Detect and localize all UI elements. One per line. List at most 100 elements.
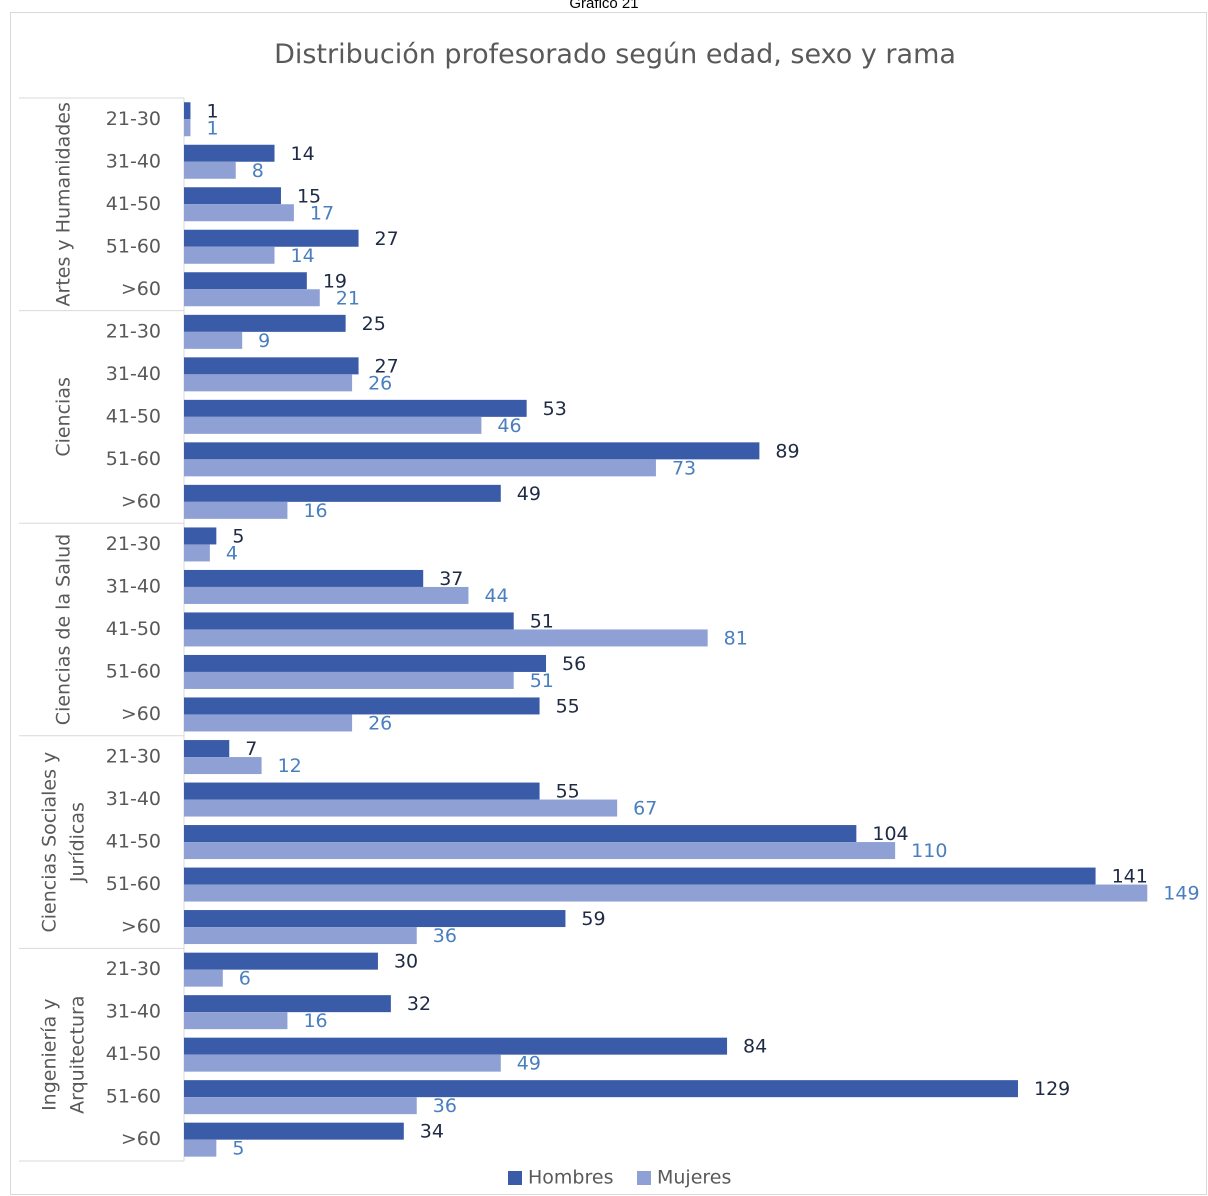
data-label-mujeres: 8: [252, 160, 264, 182]
category-label: 21-30: [106, 320, 161, 342]
bar-mujeres: [184, 1097, 417, 1115]
data-label-mujeres: 4: [226, 542, 238, 564]
data-label-hombres: 32: [407, 993, 431, 1015]
category-label: 31-40: [106, 150, 161, 172]
data-label-mujeres: 36: [433, 1095, 457, 1117]
bar-hombres: [184, 1080, 1018, 1098]
category-label: 51-60: [106, 235, 161, 257]
bar-mujeres: [184, 459, 656, 477]
bar-hombres: [184, 782, 540, 800]
bar-hombres: [184, 1122, 404, 1140]
data-label-hombres: 141: [1112, 866, 1148, 888]
bar-mujeres: [184, 842, 896, 860]
category-label: 21-30: [106, 958, 161, 980]
data-label-hombres: 27: [375, 355, 399, 377]
bar-mujeres: [184, 1139, 217, 1157]
data-label-hombres: 129: [1034, 1078, 1070, 1100]
data-label-mujeres: 149: [1163, 883, 1199, 905]
data-label-hombres: 7: [245, 738, 257, 760]
bar-mujeres: [184, 289, 320, 307]
bar-mujeres: [184, 757, 262, 775]
data-label-hombres: 34: [420, 1121, 444, 1143]
data-label-mujeres: 46: [497, 415, 521, 437]
category-label: 51-60: [106, 660, 161, 682]
category-label: >60: [121, 703, 161, 725]
bar-hombres: [184, 740, 230, 758]
data-label-mujeres: 12: [278, 755, 302, 777]
category-label: 41-50: [106, 405, 161, 427]
bar-hombres: [184, 187, 281, 205]
bar-mujeres: [184, 927, 417, 945]
data-label-hombres: 89: [775, 440, 799, 462]
category-label: 31-40: [106, 788, 161, 810]
data-label-mujeres: 36: [433, 925, 457, 947]
group-label: Jurídicas: [67, 802, 89, 883]
data-label-hombres: 1: [206, 100, 218, 122]
data-label-hombres: 55: [556, 695, 580, 717]
category-label: 21-30: [106, 533, 161, 555]
bar-hombres: [184, 612, 514, 630]
bar-hombres: [184, 1037, 728, 1055]
category-label: 21-30: [106, 746, 161, 768]
data-label-mujeres: 49: [517, 1053, 541, 1075]
category-label: 41-50: [106, 193, 161, 215]
data-label-mujeres: 44: [484, 585, 508, 607]
category-label: 21-30: [106, 108, 161, 130]
bar-hombres: [184, 272, 307, 290]
legend-swatch-mujeres: [637, 1171, 651, 1185]
category-label: 41-50: [106, 831, 161, 853]
bar-mujeres: [184, 331, 243, 349]
data-label-hombres: 5: [232, 525, 244, 547]
bar-hombres: [184, 654, 547, 672]
data-label-hombres: 104: [872, 823, 908, 845]
bars: [184, 102, 1148, 1157]
category-label: 51-60: [106, 448, 161, 470]
bar-hombres: [184, 527, 217, 545]
category-label: 51-60: [106, 873, 161, 895]
data-label-mujeres: 110: [911, 840, 947, 862]
category-label: 31-40: [106, 575, 161, 597]
bar-hombres: [184, 697, 540, 715]
group-label: Ciencias de la Salud: [53, 534, 75, 725]
bar-hombres: [184, 910, 566, 928]
bar-hombres: [184, 314, 346, 332]
bar-hombres: [184, 867, 1096, 885]
bar-hombres: [184, 102, 191, 120]
bar-mujeres: [184, 119, 191, 137]
data-label-mujeres: 9: [258, 330, 270, 352]
category-label: >60: [121, 278, 161, 300]
legend-label-hombres: Hombres: [528, 1167, 613, 1189]
legend-label-mujeres: Mujeres: [657, 1167, 731, 1189]
bar-mujeres: [184, 1012, 288, 1030]
data-label-mujeres: 26: [368, 372, 392, 394]
group-label: Ciencias Sociales y: [39, 752, 61, 933]
bar-hombres: [184, 995, 391, 1013]
bar-mujeres: [184, 374, 353, 392]
bar-hombres: [184, 952, 378, 970]
category-label: >60: [121, 916, 161, 938]
bar-hombres: [184, 357, 359, 375]
legend-swatch-hombres: [508, 1171, 522, 1185]
category-label: >60: [121, 1128, 161, 1150]
group-label: Ingeniería y: [39, 998, 61, 1110]
data-label-hombres: 37: [439, 568, 463, 590]
data-label-hombres: 30: [394, 951, 418, 973]
data-label-mujeres: 21: [336, 287, 360, 309]
data-label-mujeres: 16: [303, 500, 327, 522]
data-label-mujeres: 73: [672, 457, 696, 479]
data-label-hombres: 19: [323, 270, 347, 292]
data-label-mujeres: 1: [206, 117, 218, 139]
data-label-mujeres: 16: [303, 1010, 327, 1032]
data-label-hombres: 56: [562, 653, 586, 675]
bar-hombres: [184, 399, 527, 417]
chart-title: Distribución profesorado según edad, sex…: [274, 39, 956, 70]
bar-mujeres: [184, 884, 1148, 902]
bar-mujeres: [184, 246, 275, 264]
data-label-hombres: 27: [375, 228, 399, 250]
bar-mujeres: [184, 586, 469, 604]
axes: Artes y Humanidades 21-30 31-40 41-50 51-60 >…: [19, 97, 185, 1162]
data-label-hombres: 84: [743, 1036, 767, 1058]
category-label: 41-50: [106, 618, 161, 640]
bar-hombres: [184, 484, 501, 502]
group-label: Arquitectura: [67, 996, 89, 1114]
